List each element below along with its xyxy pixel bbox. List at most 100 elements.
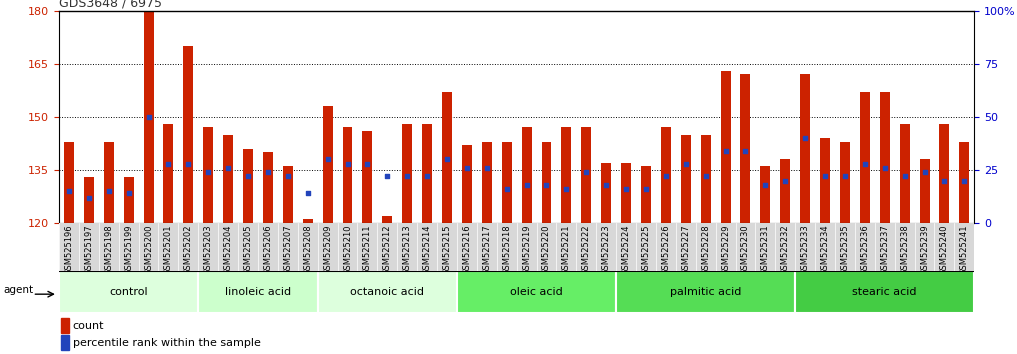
Text: GSM525239: GSM525239 (920, 224, 930, 275)
Point (319, 156, 336, 162)
Text: GSM525197: GSM525197 (84, 224, 94, 275)
Point (140, 114, 157, 120)
Point (658, 173, 674, 179)
Text: palmitic acid: palmitic acid (670, 287, 741, 297)
Text: GSM525203: GSM525203 (203, 224, 213, 275)
Text: GSM525237: GSM525237 (881, 224, 889, 275)
Point (61, 188, 77, 194)
Bar (522, 127, 532, 223)
Point (937, 178, 953, 183)
Bar (382, 216, 393, 223)
Bar (59, 271, 198, 313)
Text: linoleic acid: linoleic acid (225, 287, 291, 297)
Text: GSM525223: GSM525223 (602, 224, 610, 275)
Bar (61, 318, 68, 333)
Text: GSM525207: GSM525207 (284, 224, 292, 275)
Bar (501, 142, 512, 223)
Bar (198, 271, 317, 313)
Point (758, 182, 774, 188)
Point (558, 186, 575, 192)
Text: GSM525230: GSM525230 (741, 224, 750, 275)
Point (638, 186, 654, 192)
Text: GSM525236: GSM525236 (860, 224, 870, 275)
Bar (457, 271, 616, 313)
Bar (223, 135, 233, 223)
Bar (940, 124, 950, 223)
Text: GDS3648 / 6975: GDS3648 / 6975 (59, 0, 162, 10)
Text: GSM525240: GSM525240 (940, 224, 949, 275)
Point (180, 161, 196, 166)
Text: GSM525234: GSM525234 (821, 224, 830, 275)
Bar (322, 106, 333, 223)
Bar (621, 163, 631, 223)
Bar (880, 92, 890, 223)
Text: GSM525221: GSM525221 (561, 224, 571, 275)
Text: GSM525200: GSM525200 (144, 224, 153, 275)
Bar (64, 142, 74, 223)
Text: GSM525209: GSM525209 (323, 224, 333, 275)
Bar (900, 124, 909, 223)
Text: GSM525206: GSM525206 (263, 224, 273, 275)
Bar (840, 142, 850, 223)
Bar (343, 127, 353, 223)
Text: GSM525231: GSM525231 (761, 224, 770, 275)
Point (419, 173, 435, 179)
Text: GSM525224: GSM525224 (621, 224, 631, 275)
Bar (362, 131, 372, 223)
Bar (541, 142, 551, 223)
Point (519, 182, 535, 188)
Point (578, 169, 594, 175)
Point (280, 173, 296, 179)
Bar (61, 335, 68, 350)
Point (797, 135, 814, 141)
Bar (761, 166, 770, 223)
Point (220, 165, 236, 171)
Point (399, 173, 415, 179)
Text: GSM525211: GSM525211 (363, 224, 372, 275)
Bar (143, 11, 154, 223)
Text: GSM525238: GSM525238 (900, 224, 909, 275)
Point (877, 165, 893, 171)
Point (80, 195, 97, 200)
Bar (124, 177, 133, 223)
Point (737, 148, 754, 154)
Point (459, 165, 475, 171)
Point (161, 161, 177, 166)
Bar (721, 71, 730, 223)
Text: GSM525212: GSM525212 (382, 224, 392, 275)
Point (340, 161, 356, 166)
Point (379, 173, 396, 179)
Point (240, 173, 256, 179)
Bar (616, 271, 795, 313)
Text: GSM525226: GSM525226 (661, 224, 670, 275)
Text: GSM525227: GSM525227 (681, 224, 691, 275)
Text: GSM525214: GSM525214 (423, 224, 431, 275)
Point (200, 169, 217, 175)
Text: percentile rank within the sample: percentile rank within the sample (72, 338, 260, 348)
Point (698, 173, 714, 179)
Text: oleic acid: oleic acid (511, 287, 562, 297)
Text: GSM525222: GSM525222 (582, 224, 591, 275)
Text: GSM525220: GSM525220 (542, 224, 551, 275)
Point (856, 161, 873, 166)
Bar (203, 127, 214, 223)
Point (498, 186, 515, 192)
Bar (701, 135, 711, 223)
Text: stearic acid: stearic acid (852, 287, 917, 297)
Point (300, 190, 316, 196)
Text: GSM525217: GSM525217 (482, 224, 491, 275)
Text: GSM525213: GSM525213 (403, 224, 412, 275)
Bar (740, 74, 751, 223)
Bar (820, 138, 830, 223)
Text: GSM525205: GSM525205 (243, 224, 252, 275)
Point (956, 178, 972, 183)
Bar (422, 124, 432, 223)
Text: count: count (72, 320, 104, 331)
Text: GSM525201: GSM525201 (164, 224, 173, 275)
Point (837, 173, 853, 179)
Text: GSM525210: GSM525210 (343, 224, 352, 275)
Point (479, 165, 495, 171)
Bar (164, 124, 174, 223)
Text: agent: agent (3, 285, 34, 295)
Bar (263, 152, 273, 223)
